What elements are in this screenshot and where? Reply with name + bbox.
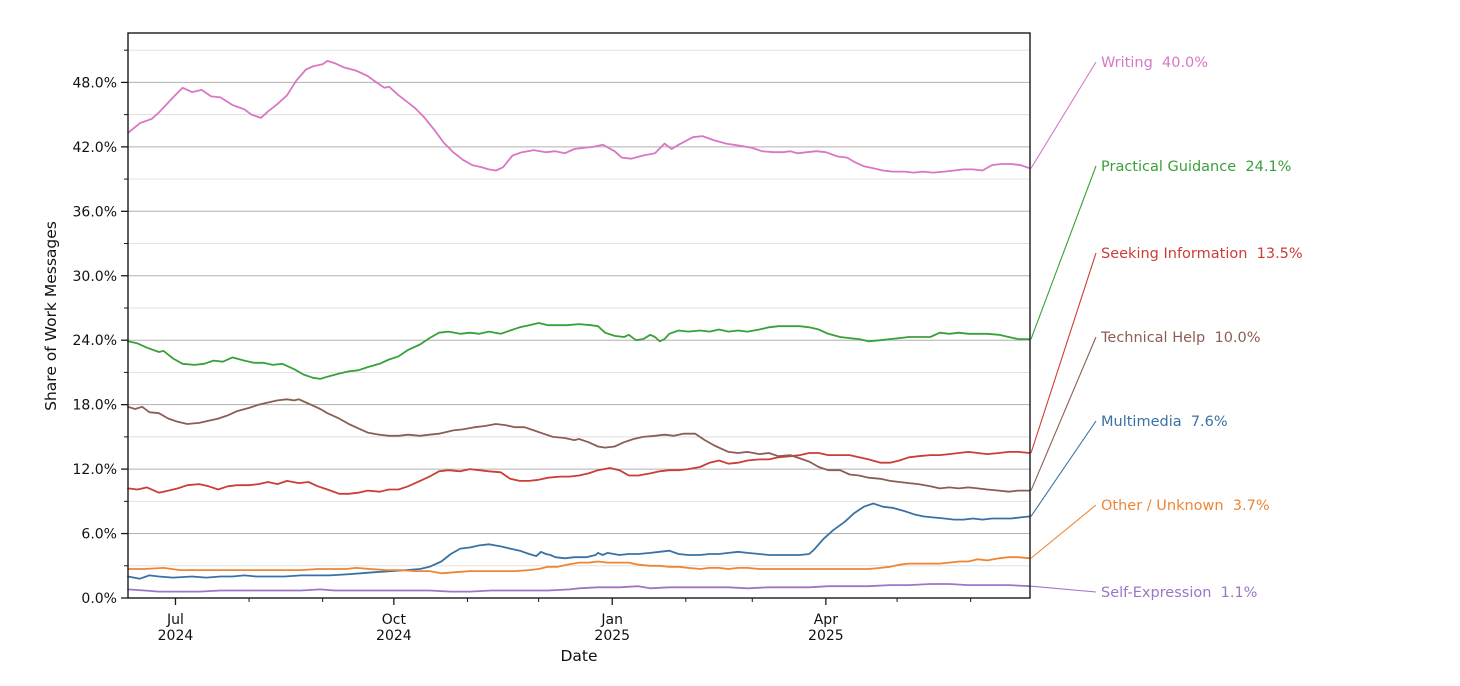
leader-line-seeking-information (1030, 252, 1097, 454)
leader-line-self-expression (1030, 585, 1097, 593)
series-line-multimedia (127, 502, 1031, 580)
x-tick-label-year: 2024 (376, 628, 412, 644)
legend-label-self-expression: Self-Expression 1.1% (1101, 585, 1257, 601)
leader-line-other-unknown (1030, 504, 1097, 559)
plot-frame (127, 32, 1031, 599)
series-layer (127, 60, 1031, 593)
x-tick-label-month: Jan (600, 612, 623, 628)
legend-label-other-unknown: Other / Unknown 3.7% (1101, 498, 1270, 514)
y-tick-label: 30.0% (73, 269, 117, 285)
y-tick-label: 12.0% (73, 462, 117, 478)
y-axis-title: Share of Work Messages (42, 221, 60, 411)
leader-line-practical-guidance (1030, 165, 1097, 340)
x-tick-label-year: 2024 (158, 628, 194, 644)
y-tick-label: 36.0% (73, 204, 117, 220)
x-axis-title: Date (560, 647, 597, 665)
y-tick-label: 0.0% (81, 591, 117, 607)
leader-line-multimedia (1030, 420, 1097, 517)
series-line-technical-help (127, 398, 1031, 493)
grid-layer (128, 49, 1030, 567)
series-line-writing (127, 60, 1031, 174)
y-tick-label: 42.0% (73, 140, 117, 156)
legend-label-seeking-information: Seeking Information 13.5% (1101, 246, 1303, 262)
x-tick-label-year: 2025 (808, 628, 844, 644)
x-tick-label-month: Oct (382, 612, 407, 628)
series-line-practical-guidance (127, 322, 1031, 380)
legend-label-multimedia: Multimedia 7.6% (1101, 414, 1228, 430)
y-tick-label: 48.0% (73, 75, 117, 91)
legend-label-practical-guidance: Practical Guidance 24.1% (1101, 159, 1291, 175)
x-tick-label-year: 2025 (594, 628, 630, 644)
x-tick-label-month: Apr (814, 612, 838, 628)
legend-label-writing: Writing 40.0% (1101, 55, 1208, 71)
series-line-other-unknown (127, 556, 1031, 575)
legend-layer: Writing 40.0% Practical Guidance 24.1% See… (1030, 55, 1303, 601)
leader-line-technical-help (1030, 336, 1097, 491)
axis-layer: 0.0% 6.0% 12.0% 18.0% 24.0% 30.0% 36.0% 42.0% 48… (73, 49, 972, 644)
series-line-seeking-information (127, 451, 1031, 495)
y-tick-label: 24.0% (73, 333, 117, 349)
leader-line-writing (1030, 61, 1097, 169)
x-tick-label-month: Jul (166, 612, 184, 628)
series-line-self-expression (127, 583, 1031, 593)
legend-label-technical-help: Technical Help 10.0% (1100, 330, 1261, 346)
y-tick-label: 6.0% (81, 527, 117, 543)
y-tick-label: 18.0% (73, 398, 117, 414)
